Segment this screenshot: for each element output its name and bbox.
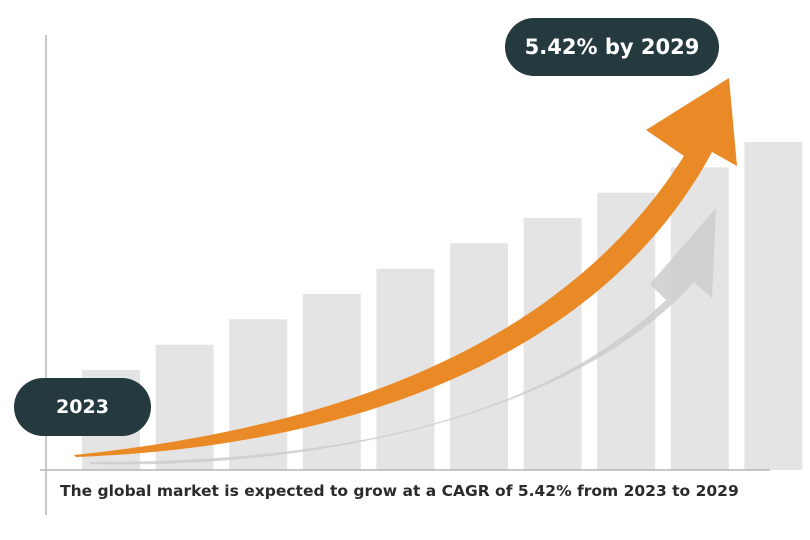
- chart-caption: The global market is expected to grow at…: [60, 482, 739, 500]
- bar-3: [229, 319, 288, 470]
- bar-2: [155, 344, 214, 470]
- start-year-label: 2023: [14, 378, 151, 436]
- bar-4: [302, 294, 361, 470]
- arrows-group: [74, 78, 737, 465]
- trend-growth-arrow: [74, 78, 737, 457]
- bars-group: [82, 142, 803, 471]
- cagr-end-label: 5.42% by 2029: [505, 18, 719, 76]
- bar-9: [670, 167, 729, 471]
- bar-7: [523, 218, 582, 470]
- bar-5: [376, 268, 435, 470]
- bar-10: [744, 142, 803, 470]
